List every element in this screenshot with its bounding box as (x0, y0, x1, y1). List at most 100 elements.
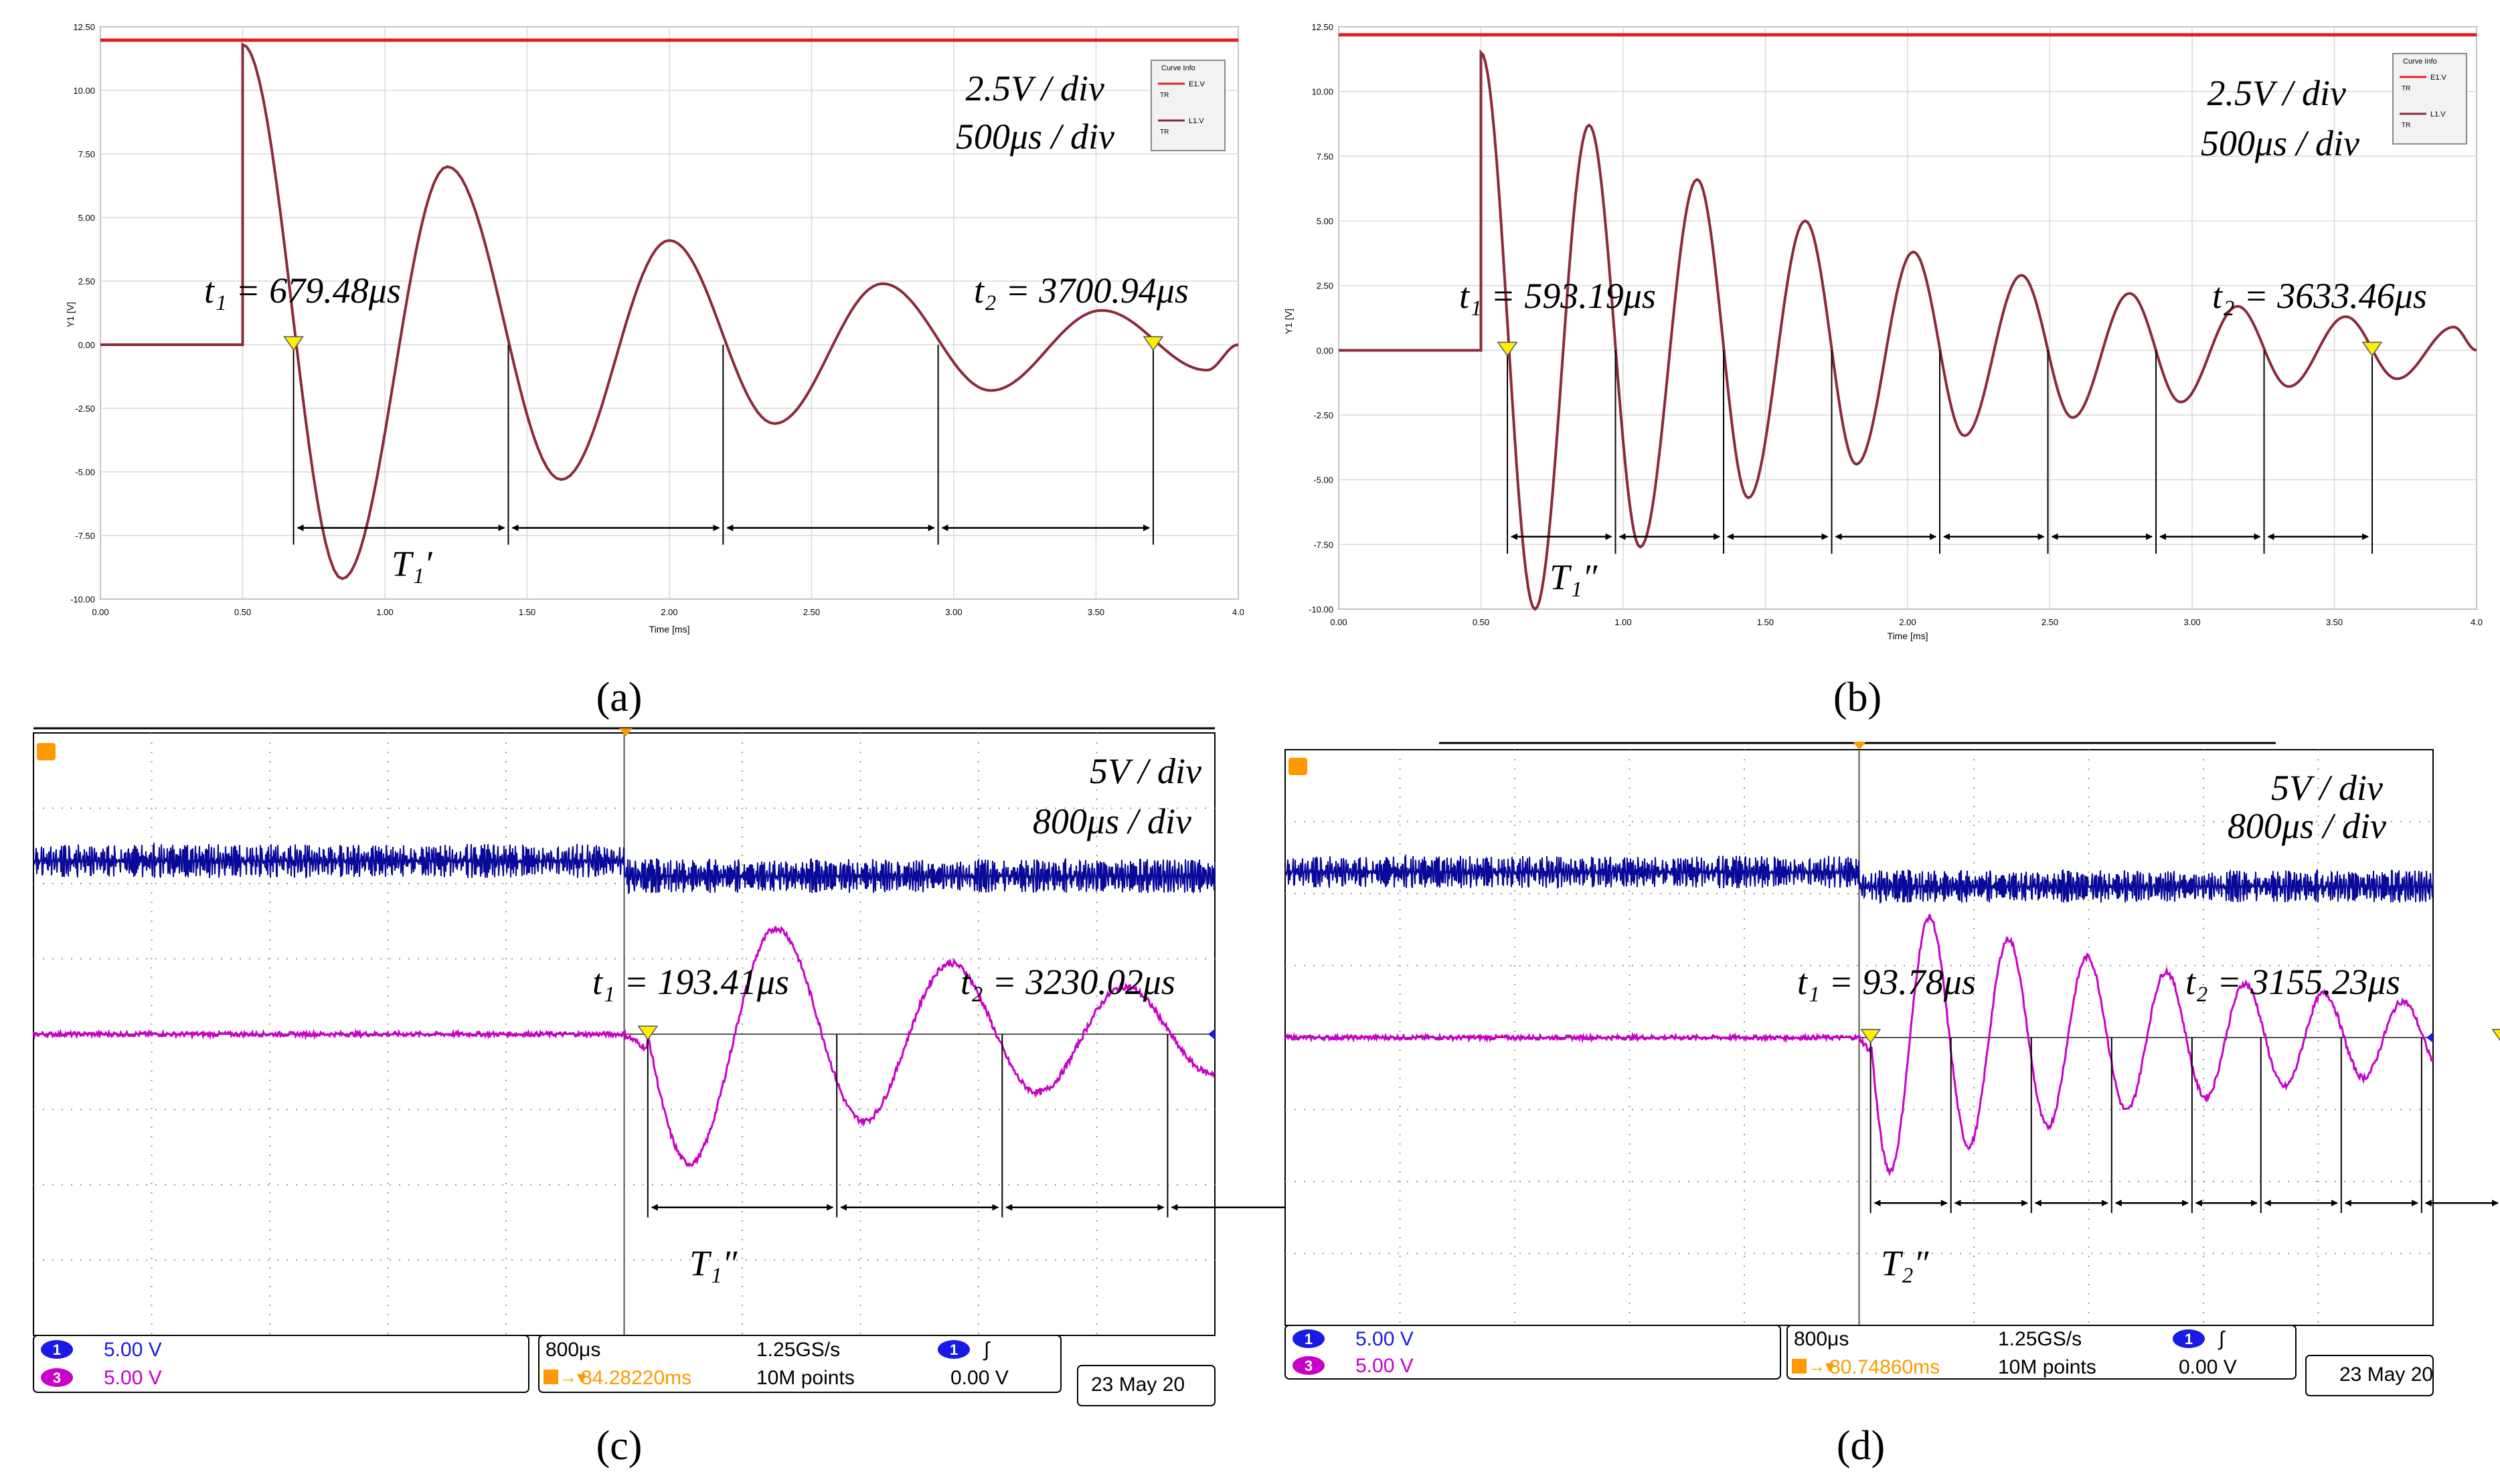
y-axis-label: Y1 [V] (1283, 309, 1294, 334)
series-l1-line (1339, 49, 2477, 611)
t2-annotation: t₂ = 3700.94μs (974, 270, 1189, 311)
t1-annotation: t₁ = 193.41μs (592, 962, 789, 1002)
x-tick-label: 3.00 (2183, 617, 2200, 627)
y-tick-labels: 12.50 10.00 7.50 5.00 2.50 0.00 -2.50 -5.00 -7.5… (1309, 22, 1333, 614)
scale-time-per-div: 500μs / div (2201, 123, 2359, 163)
y-tick-label: 0.00 (78, 340, 95, 350)
y-tick-label: -5.00 (75, 467, 95, 477)
x-tick-label: 0.00 (1330, 617, 1347, 627)
t2-annotation: t₂ = 3633.46μs (2212, 276, 2427, 316)
x-tick-label: 1.00 (376, 607, 393, 617)
panel-caption: (c) (596, 1423, 643, 1469)
y-tick-label: -10.00 (70, 594, 95, 604)
t1-annotation: t₁ = 93.78μs (1797, 962, 1976, 1002)
series-l1-line (100, 42, 1239, 580)
ch3-trace (32, 926, 1216, 1168)
x-axis-label: Time [ms] (1888, 631, 1928, 641)
y-tick-label: 0.00 (1317, 345, 1333, 355)
scale-time-per-div: 800μs / div (2228, 806, 2386, 846)
y-tick-label: 5.00 (1317, 216, 1333, 226)
y-tick-label: -7.50 (1313, 540, 1333, 550)
period-markers (283, 336, 1164, 545)
t1-annotation: t₁ = 679.48μs (204, 270, 401, 311)
period-label: T₁″ (689, 1243, 738, 1283)
ch1-scale: 5.00 V (1355, 1328, 1414, 1350)
x-tick-label: 3.50 (2326, 617, 2343, 627)
trigger-marker-icon (37, 743, 56, 760)
ch3-badge (41, 1368, 73, 1387)
cursor-marker-icon (283, 336, 305, 351)
x-tick-label: 2.00 (661, 607, 677, 617)
sample-rate: 1.25GS/s (1998, 1328, 2082, 1350)
trigger-offset-icon (544, 1370, 558, 1384)
date: 23 May 20 (1091, 1374, 1185, 1396)
timebase: 800μs (546, 1339, 600, 1361)
trigger-slope-icon: ∫ (2218, 1328, 2226, 1350)
y-tick-label: -2.50 (75, 404, 95, 414)
y-tick-label: 7.50 (78, 149, 95, 159)
legend-entry-l1: L1.V (1189, 117, 1204, 125)
trigger-level: 0.00 V (950, 1367, 1009, 1389)
period-markers (1497, 341, 2383, 554)
y-tick-label: 2.50 (78, 276, 95, 286)
scale-time-per-div: 500μs / div (956, 116, 1114, 157)
trigger-marker-icon (1288, 758, 1307, 775)
scale-volts-per-div: 2.5V / div (2207, 73, 2347, 113)
cursor-marker-icon (2491, 1029, 2500, 1042)
y-tick-label: -5.00 (1313, 475, 1333, 485)
trigger-source-number: 1 (950, 1341, 958, 1358)
ch3-scale: 5.00 V (104, 1367, 162, 1389)
panel-d: 5V / div 800μs / div t₁ = 93.78μs t₂ = 3… (1284, 742, 2500, 1469)
x-tick-labels: 0.00 0.50 1.00 1.50 2.00 2.50 3.00 3.50 4.0 (1330, 617, 2483, 627)
legend-entry-l1-sub: TR (2402, 122, 2410, 129)
ch3-offset-marker-icon (2426, 1032, 2433, 1043)
scale-volts-per-div: 5V / div (2271, 768, 2383, 808)
scale-volts-per-div: 2.5V / div (966, 68, 1105, 108)
timebase: 800μs (1794, 1328, 1849, 1350)
panel-caption: (d) (1837, 1423, 1885, 1469)
ch3-badge (1293, 1356, 1325, 1375)
status-bar: 1 5.00 V 3 5.00 V 800μs 1.25GS/s →▾ 80.7… (1284, 1325, 2434, 1396)
status-bar: 1 5.00 V 3 5.00 V 800μs 1.25GS/s →▾ 84.2… (33, 1335, 1216, 1406)
ch3-trace (1284, 914, 2434, 1177)
ch3-scale: 5.00 V (1355, 1355, 1414, 1377)
sample-rate: 1.25GS/s (756, 1339, 840, 1361)
legend-entry-l1: L1.V (2430, 110, 2446, 118)
ch3-badge-number: 3 (1305, 1357, 1313, 1374)
t1-annotation: t₁ = 593.19μs (1459, 276, 1656, 316)
scale-time-per-div: 800μs / div (1033, 801, 1191, 841)
trigger-source-badge (938, 1340, 970, 1359)
trigger-position-icon (619, 728, 633, 736)
cursor-marker-icon (1497, 341, 1518, 357)
x-tick-label: 2.50 (803, 607, 820, 617)
grid (100, 26, 1239, 600)
period-label: T₂″ (1881, 1243, 1929, 1283)
x-axis-label: Time [ms] (649, 624, 690, 635)
cursor-marker-icon (2361, 341, 2383, 357)
period-label: T₁′ (392, 544, 433, 584)
cursor-marker-icon (637, 1025, 659, 1041)
x-tick-label: 1.00 (1614, 617, 1631, 627)
y-tick-label: 12.50 (73, 22, 95, 32)
y-tick-label: 7.50 (1317, 151, 1333, 161)
y-tick-label: 12.50 (1311, 22, 1333, 32)
x-tick-label: 2.50 (2041, 617, 2058, 627)
panel-c: 5V / div 800μs / div t₁ = 193.41μs t₂ = … (32, 727, 1355, 1469)
x-tick-label: 1.50 (1757, 617, 1774, 627)
trigger-source-badge (2173, 1329, 2205, 1348)
trigger-offset-arrow-icon: →▾ (1808, 1356, 1834, 1376)
trigger-source-number: 1 (2185, 1331, 2193, 1347)
legend-entry-e1-sub: TR (2402, 85, 2410, 92)
cursor-marker-icon (1143, 336, 1164, 351)
ch1-trace (33, 841, 1216, 895)
legend: Curve Info E1.V TR L1.V TR (2392, 53, 2467, 145)
trigger-offset-arrow-icon: →▾ (560, 1367, 586, 1387)
ch1-badge-number: 1 (53, 1341, 61, 1358)
y-tick-label: 10.00 (73, 86, 95, 96)
x-tick-label: 0.50 (1473, 617, 1489, 627)
trigger-offset-icon (1792, 1359, 1807, 1374)
record-length: 10M points (756, 1367, 855, 1389)
period-markers (1860, 1029, 2500, 1214)
panel-a: 12.50 10.00 7.50 5.00 2.50 0.00 -2.50 -5.00 -7.5… (65, 22, 1244, 720)
ch1-scale: 5.00 V (104, 1339, 162, 1361)
